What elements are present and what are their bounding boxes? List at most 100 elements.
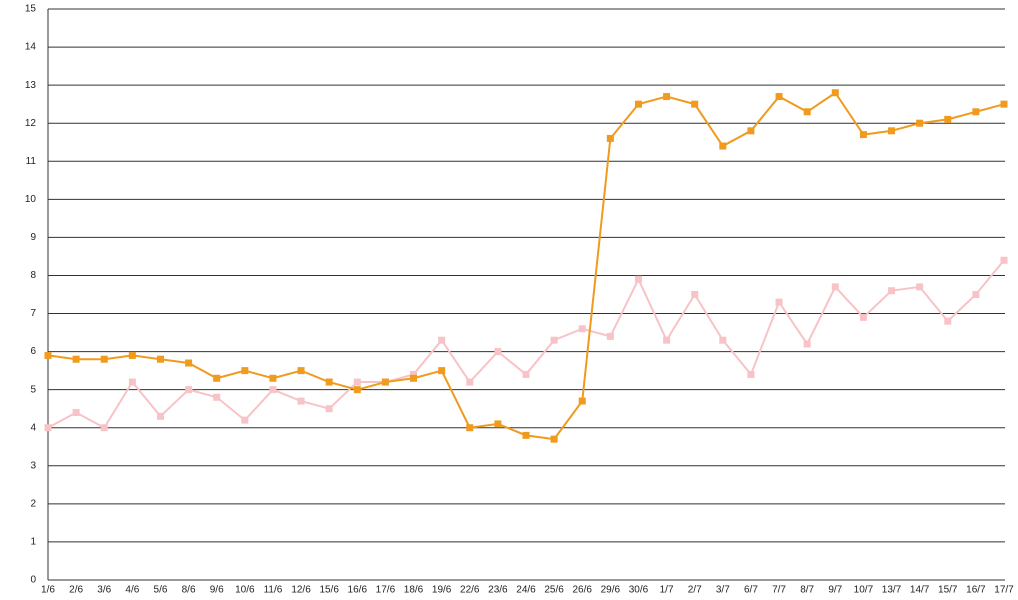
x-tick-label: 12/6 — [291, 585, 311, 596]
y-tick-label: 12 — [25, 118, 37, 129]
x-tick-label: 7/7 — [772, 585, 786, 596]
point-marker — [522, 431, 530, 439]
point-marker — [775, 298, 783, 306]
point-marker — [297, 397, 305, 405]
x-tick-label: 10/6 — [235, 585, 255, 596]
x-tick-label: 5/6 — [154, 585, 168, 596]
point-marker — [719, 336, 727, 344]
y-tick-label: 9 — [30, 232, 36, 243]
x-tick-label: 2/7 — [688, 585, 702, 596]
point-marker — [44, 351, 52, 359]
x-tick-label: 24/6 — [516, 585, 536, 596]
point-marker — [691, 291, 699, 298]
point-marker — [241, 416, 249, 424]
point-marker — [438, 367, 446, 375]
point-marker — [410, 370, 418, 378]
x-tick-label: 1/6 — [41, 585, 55, 596]
y-tick-label: 3 — [30, 460, 36, 471]
y-tick-label: 15 — [25, 4, 37, 15]
y-tick-label: 8 — [30, 270, 36, 281]
point-marker — [859, 131, 867, 139]
x-tick-label: 30/6 — [629, 585, 649, 596]
point-marker — [381, 378, 389, 386]
point-marker — [1000, 100, 1008, 108]
point-marker — [663, 93, 671, 101]
x-tick-label: 17/7 — [994, 585, 1014, 596]
point-marker — [325, 378, 333, 386]
y-tick-label: 10 — [25, 194, 37, 205]
point-marker — [831, 89, 839, 97]
point-marker — [128, 351, 136, 359]
x-tick-label: 16/6 — [348, 585, 368, 596]
point-marker — [213, 374, 221, 382]
point-marker — [944, 115, 952, 123]
point-marker — [353, 378, 361, 386]
x-tick-label: 3/6 — [97, 585, 111, 596]
point-marker — [494, 420, 502, 428]
point-marker — [269, 374, 277, 382]
point-marker — [944, 317, 952, 325]
point-marker — [44, 424, 52, 432]
x-tick-label: 22/6 — [460, 585, 480, 596]
point-marker — [972, 108, 980, 116]
series-line — [47, 259, 1005, 430]
point-marker — [916, 119, 924, 127]
x-tick-label: 9/7 — [828, 585, 842, 596]
point-marker — [185, 359, 193, 367]
point-marker — [578, 397, 586, 405]
point-marker — [241, 367, 249, 375]
point-marker — [1000, 256, 1008, 264]
point-marker — [128, 378, 136, 386]
point-marker — [185, 386, 193, 394]
point-marker — [466, 378, 474, 386]
point-marker — [803, 108, 811, 116]
x-tick-label: 19/6 — [432, 585, 452, 596]
point-marker — [269, 386, 277, 394]
x-tick-label: 8/7 — [800, 585, 814, 596]
point-marker — [775, 93, 783, 101]
point-marker — [719, 142, 727, 150]
x-tick-label: 18/6 — [404, 585, 424, 596]
point-marker — [916, 283, 924, 291]
x-tick-label: 17/6 — [376, 585, 396, 596]
point-marker — [663, 336, 671, 344]
point-marker — [578, 325, 586, 333]
point-marker — [100, 424, 108, 432]
point-marker — [550, 435, 558, 443]
point-marker — [438, 336, 446, 344]
point-marker — [803, 340, 811, 348]
y-tick-label: 0 — [30, 575, 36, 586]
x-tick-label: 10/7 — [854, 585, 874, 596]
x-tick-label: 1/7 — [660, 585, 674, 596]
point-marker — [747, 127, 755, 135]
point-marker — [691, 100, 699, 108]
point-marker — [859, 313, 867, 321]
x-tick-label: 29/6 — [601, 585, 621, 596]
y-tick-label: 11 — [26, 156, 37, 167]
x-tick-label: 11/6 — [264, 585, 283, 596]
x-tick-label: 25/6 — [544, 585, 564, 596]
y-tick-label: 14 — [25, 42, 37, 53]
point-marker — [888, 127, 896, 135]
y-tick-label: 1 — [30, 537, 36, 548]
point-marker — [606, 332, 614, 340]
y-tick-label: 6 — [30, 346, 36, 357]
x-tick-label: 16/7 — [966, 585, 986, 596]
point-marker — [606, 134, 614, 142]
point-marker — [550, 336, 558, 344]
point-marker — [72, 355, 80, 363]
x-tick-label: 6/7 — [744, 585, 758, 596]
x-tick-label: 4/6 — [125, 585, 139, 596]
point-marker — [410, 374, 418, 382]
point-marker — [156, 412, 164, 420]
point-marker — [353, 386, 361, 394]
x-tick-label: 15/6 — [319, 585, 339, 596]
x-tick-label: 8/6 — [182, 585, 196, 596]
point-marker — [747, 370, 755, 378]
point-marker — [213, 393, 221, 401]
point-marker — [72, 409, 80, 417]
x-tick-label: 13/7 — [882, 585, 902, 596]
point-marker — [156, 355, 164, 363]
point-marker — [634, 100, 642, 108]
